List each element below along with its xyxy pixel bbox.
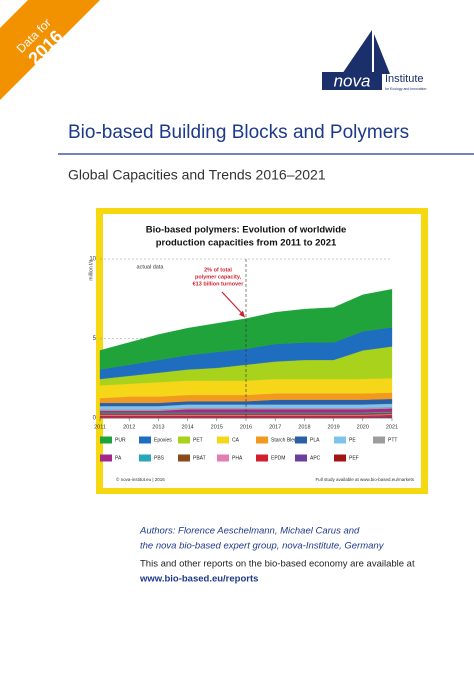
legend-swatch <box>334 454 346 462</box>
legend-label: PA <box>115 455 122 461</box>
report-link[interactable]: www.bio-based.eu/reports <box>139 574 258 585</box>
logo: nova Institute for Ecology and Innovatio… <box>322 30 426 91</box>
legend-label: PUR <box>115 437 126 443</box>
annotation-arrowhead <box>239 310 245 318</box>
legend-label: EPDM <box>271 455 285 461</box>
x-tick-label: 2017 <box>269 424 281 430</box>
legend-swatch <box>100 436 112 444</box>
legend-swatch <box>373 436 385 444</box>
availability-note: This and other reports on the bio-based … <box>140 559 415 570</box>
x-tick-label: 2014 <box>181 424 193 430</box>
legend-label: PTT <box>388 437 397 443</box>
legend-swatch <box>178 436 190 444</box>
x-tick-label: 2011 <box>94 424 106 430</box>
legend-swatch <box>178 454 190 462</box>
source-note: Full study available at www.bio-based.eu… <box>315 477 414 482</box>
legend-label: PE <box>349 437 356 443</box>
authors: Authors: Florence Aeschelmann, Michael C… <box>139 526 360 537</box>
legend-swatch <box>217 454 229 462</box>
x-tick-label: 2012 <box>123 424 135 430</box>
logo-tagline: for Ecology and Innovation <box>385 87 426 91</box>
legend-swatch <box>295 436 307 444</box>
legend-label: PBAT <box>193 455 206 461</box>
logo-sail <box>342 30 372 74</box>
annotation: polymer capacity, <box>195 274 242 280</box>
annotation-arrow <box>221 291 245 317</box>
legend-label: PEF <box>349 455 359 461</box>
x-tick-label: 2019 <box>327 424 339 430</box>
legend-label: PLA <box>310 437 320 443</box>
x-tick-label: 2021 <box>386 424 398 430</box>
y-axis-label: million t/a <box>88 259 94 280</box>
legend-label: Starch Blends <box>271 437 303 443</box>
period-label: actual data <box>137 264 165 270</box>
legend-swatch <box>256 436 268 444</box>
legend-swatch <box>334 436 346 444</box>
x-tick-label: 2016 <box>240 424 252 430</box>
chart-title: production capacities from 2011 to 2021 <box>156 238 337 249</box>
legend-label: PET <box>193 437 203 443</box>
subtitle: Global Capacities and Trends 2016–2021 <box>68 167 326 183</box>
annotation: €13 billion turnover <box>193 281 245 287</box>
y-tick-label: 0 <box>93 416 97 422</box>
x-tick-label: 2013 <box>152 424 164 430</box>
title: Bio-based Building Blocks and Polymers <box>68 122 409 143</box>
logo-suffix: Institute <box>385 73 424 85</box>
legend-swatch <box>295 454 307 462</box>
annotation: 2% of total <box>204 267 232 273</box>
legend-swatch <box>100 454 112 462</box>
copyright: © nova-institut.eu | 2016 <box>116 476 165 482</box>
legend-label: PHA <box>232 455 243 461</box>
corner-banner <box>0 0 100 100</box>
legend-label: CA <box>232 437 240 443</box>
logo-sail-small <box>374 34 390 74</box>
x-tick-label: 2020 <box>357 424 369 430</box>
authors: the nova bio-based expert group, nova-In… <box>140 541 385 552</box>
y-tick-label: 5 <box>93 336 97 342</box>
logo-name: nova <box>334 71 371 90</box>
legend-label: PBS <box>154 455 165 461</box>
x-tick-label: 2018 <box>298 424 310 430</box>
legend-swatch <box>139 436 151 444</box>
x-tick-label: 2015 <box>211 424 223 430</box>
legend-label: APC <box>310 455 321 461</box>
legend-swatch <box>217 436 229 444</box>
chart-title: Bio-based polymers: Evolution of worldwi… <box>146 225 347 236</box>
logo-box <box>322 72 382 90</box>
legend-swatch <box>139 454 151 462</box>
legend-swatch <box>256 454 268 462</box>
y-tick-label: 10 <box>89 257 96 263</box>
legend-label: Epoxies <box>154 437 172 443</box>
chart: Bio-based polymers: Evolution of worldwi… <box>88 225 414 483</box>
